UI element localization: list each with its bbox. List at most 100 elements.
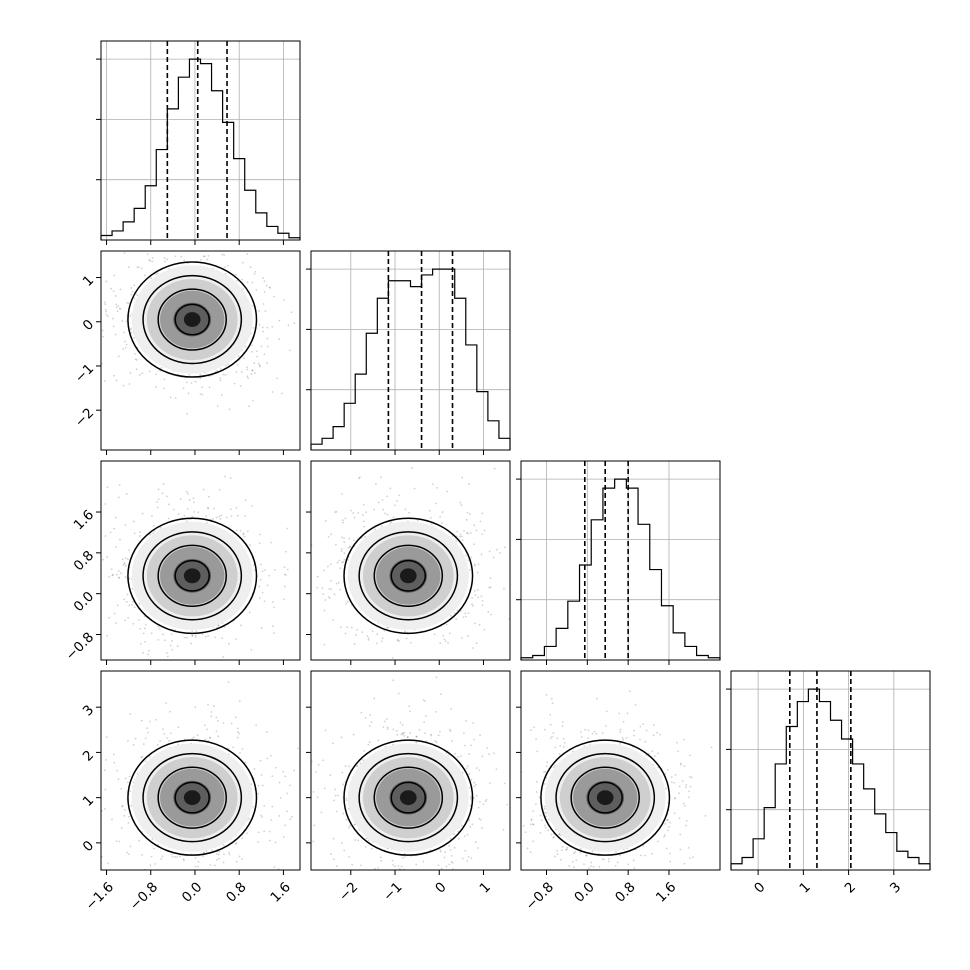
scatter-point xyxy=(284,843,286,845)
scatter-point xyxy=(368,725,371,727)
scatter-point xyxy=(588,867,590,870)
scatter-point xyxy=(142,632,145,635)
scatter-point xyxy=(374,528,377,531)
scatter-point xyxy=(262,277,265,279)
scatter-point xyxy=(606,878,608,880)
scatter-point xyxy=(554,764,557,767)
scatter-point xyxy=(246,905,248,907)
scatter-point xyxy=(224,266,226,269)
scatter-point xyxy=(229,477,232,480)
scatter-point xyxy=(531,823,534,826)
scatter-point xyxy=(670,781,673,784)
scatter-point xyxy=(284,585,286,588)
scatter-point xyxy=(126,558,129,561)
scatter-point xyxy=(405,637,408,640)
scatter-point xyxy=(270,541,273,544)
scatter-point xyxy=(129,372,132,374)
scatter-point xyxy=(437,864,440,867)
scatter-point xyxy=(517,830,519,832)
scatter-point xyxy=(123,598,126,601)
scatter-point xyxy=(218,515,221,518)
scatter-point xyxy=(619,731,621,733)
scatter-point xyxy=(518,766,520,768)
scatter-point xyxy=(391,657,394,659)
scatter-point xyxy=(263,353,266,356)
scatter-point xyxy=(628,690,631,693)
scatter-point xyxy=(283,566,286,569)
scatter-point xyxy=(340,736,343,739)
scatter-point xyxy=(370,721,373,724)
scatter-point xyxy=(226,264,229,267)
scatter-point xyxy=(252,805,254,808)
scatter-point xyxy=(511,585,513,587)
scatter-point xyxy=(587,729,590,732)
scatter-point xyxy=(283,598,286,601)
scatter-point xyxy=(350,626,353,629)
scatter-point xyxy=(249,544,251,547)
scatter-point xyxy=(186,507,189,510)
scatter-point xyxy=(486,747,489,750)
scatter-point xyxy=(652,734,655,737)
scatter-point xyxy=(545,776,548,779)
scatter-point xyxy=(592,866,595,868)
scatter-point xyxy=(331,742,334,745)
scatter-point xyxy=(434,664,436,666)
scatter-point xyxy=(443,638,446,641)
scatter-point xyxy=(468,568,471,571)
scatter-point xyxy=(363,525,366,528)
scatter-point xyxy=(114,295,117,297)
scatter-point xyxy=(168,739,171,742)
scatter-point xyxy=(272,295,275,298)
scatter-point xyxy=(253,768,256,770)
scatter-point xyxy=(272,600,274,603)
scatter-point xyxy=(377,867,379,869)
scatter-point xyxy=(350,509,352,512)
scatter-point xyxy=(206,728,209,731)
scatter-point xyxy=(369,663,371,665)
scatter-point xyxy=(105,280,108,283)
scatter-point xyxy=(673,798,676,800)
scatter-point xyxy=(113,761,116,764)
scatter-point xyxy=(530,818,533,821)
scatter-point xyxy=(499,778,501,780)
scatter-point xyxy=(89,539,91,541)
scatter-point xyxy=(263,280,266,283)
scatter-point xyxy=(668,825,670,828)
scatter-point xyxy=(86,782,88,784)
contour-0 xyxy=(540,739,671,856)
scatter-point xyxy=(561,720,564,723)
scatter-point xyxy=(435,710,438,713)
scatter-point xyxy=(327,536,330,538)
scatter-point xyxy=(204,636,207,638)
scatter-point xyxy=(400,733,403,736)
y-tick-label-1-0: −2 xyxy=(72,405,97,430)
scatter-point xyxy=(475,767,478,769)
scatter-point xyxy=(261,816,264,818)
scatter-point xyxy=(186,492,189,495)
scatter-point xyxy=(162,483,165,486)
scatter-point xyxy=(235,529,238,532)
scatter-point xyxy=(290,311,293,314)
scatter-point xyxy=(144,760,147,763)
scatter-point xyxy=(155,373,158,376)
scatter-point xyxy=(307,578,309,580)
scatter-point xyxy=(434,740,437,742)
scatter-point xyxy=(210,711,213,713)
scatter-point xyxy=(124,346,127,349)
scatter-point xyxy=(130,327,132,330)
scatter-point xyxy=(273,606,275,609)
x-tick-label-0-4: 1.6 xyxy=(267,879,294,906)
scatter-point xyxy=(215,516,218,519)
scatter-point xyxy=(362,514,364,516)
scatter-point xyxy=(382,508,385,511)
scatter-point xyxy=(470,744,472,747)
scatter-point xyxy=(241,837,244,840)
scatter-point xyxy=(94,611,96,613)
scatter-point xyxy=(227,363,229,366)
scatter-point xyxy=(489,586,492,589)
scatter-point xyxy=(432,673,434,675)
scatter-point xyxy=(444,640,447,643)
scatter-point xyxy=(266,757,269,760)
x-tick-label-1-2: 0 xyxy=(432,879,449,896)
scatter-point xyxy=(147,653,150,656)
